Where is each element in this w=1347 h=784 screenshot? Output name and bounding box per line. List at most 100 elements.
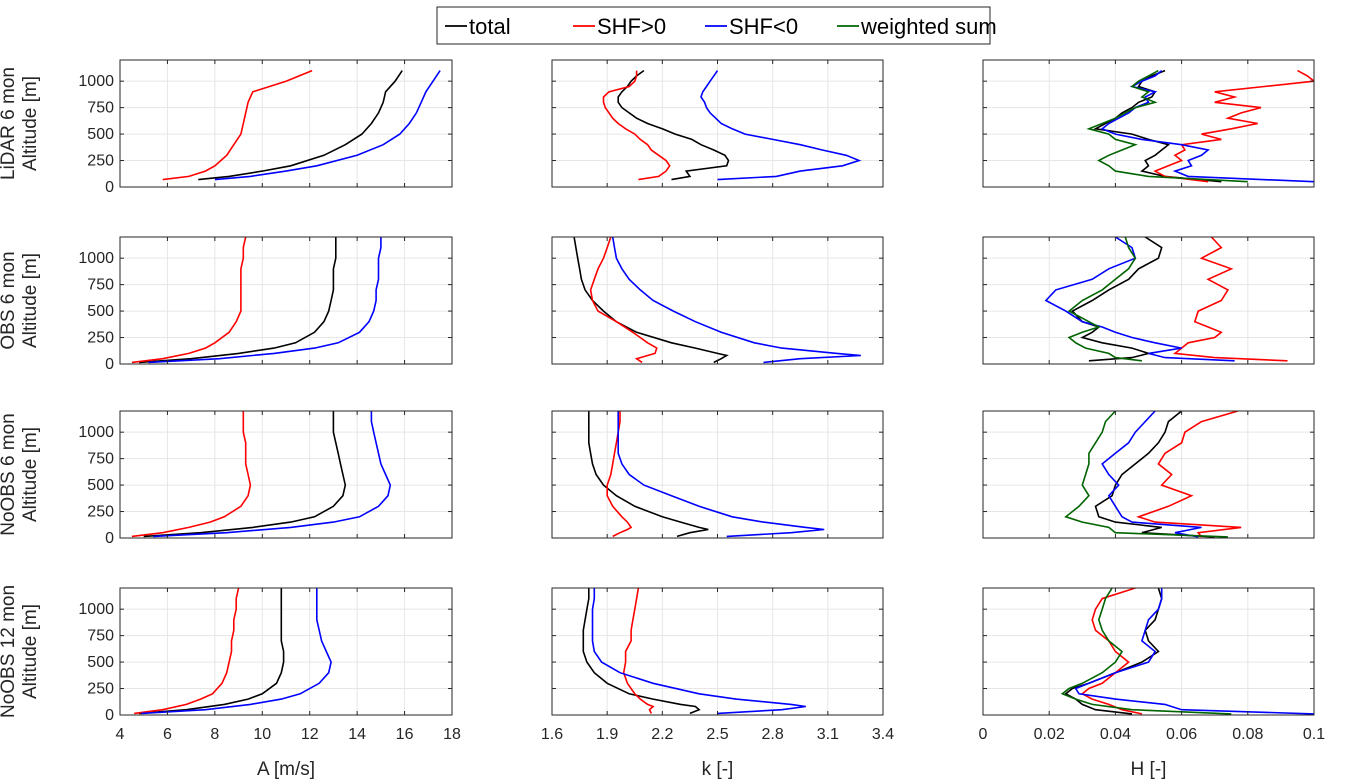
- series-line-shf-0: [148, 237, 382, 364]
- legend-label: weighted sum: [860, 14, 997, 39]
- panel-noobs-6-mon-a-m-s: 0 250 500 750 1000: [78, 410, 453, 547]
- panel-lidar-6-mon-k: [551, 59, 884, 188]
- series-line-total: [1094, 411, 1215, 538]
- x-tick-label: 0.06: [1166, 726, 1197, 743]
- panel-lidar-6-mon-a-m-s: 0 250 500 750 1000: [78, 59, 453, 196]
- x-tick-label: 1.6: [541, 726, 563, 743]
- y-axis-label: Altitude [m]: [20, 427, 41, 522]
- axes-frame: [119, 410, 453, 539]
- axes-frame: [119, 587, 453, 716]
- legend-label: total: [469, 14, 511, 39]
- series-line-weighted-sum: [1060, 588, 1232, 715]
- x-tick-label: 6: [163, 726, 172, 743]
- series-line-shf-0: [591, 588, 806, 715]
- x-tick-label: 2.2: [651, 726, 673, 743]
- legend-entry-shf-0: SHF<0: [705, 14, 798, 39]
- panel-obs-6-mon-k: [551, 236, 884, 365]
- series-line-shf-0: [131, 411, 252, 538]
- y-tick-label: 750: [87, 100, 114, 117]
- series-line-shf-0: [1172, 237, 1288, 362]
- row-label-lidar-6-mon: LiDAR 6 mon: [0, 67, 19, 180]
- series-line-shf-0: [1100, 69, 1314, 183]
- series-line-weighted-sum: [1086, 69, 1248, 183]
- panel-noobs-6-mon-h: [982, 410, 1315, 539]
- x-tick-label: 0.1: [1303, 726, 1325, 743]
- x-axis-label-k: k [-]: [702, 759, 734, 780]
- series-line-shf-0: [602, 70, 671, 181]
- series-line-total: [573, 237, 729, 364]
- legend-entry-weighted-sum: weighted sum: [837, 14, 997, 39]
- legend-entry-shf-0: SHF>0: [573, 14, 666, 39]
- x-axis-label-h: H [-]: [1131, 759, 1167, 780]
- y-tick-label: 500: [87, 126, 114, 143]
- x-tick-label: 2.8: [762, 726, 784, 743]
- x-tick-label: 14: [348, 726, 366, 743]
- y-tick-label: 250: [87, 330, 114, 347]
- x-tick-label: 3.4: [872, 726, 894, 743]
- legend: total SHF>0 SHF<0 weighted sum: [436, 6, 997, 45]
- series-line-shf-0: [162, 69, 313, 181]
- axes-frame: [982, 59, 1315, 188]
- series-line-shf-0: [611, 237, 861, 364]
- series-line-total: [617, 69, 730, 181]
- y-tick-label: 1000: [78, 601, 114, 618]
- series-line-total: [1064, 588, 1163, 715]
- series-line-shf-0: [617, 411, 825, 538]
- series-line-total: [138, 588, 285, 715]
- series-line-shf-0: [214, 70, 441, 181]
- x-tick-label: 8: [210, 726, 219, 743]
- series-line-shf-0: [1136, 411, 1242, 538]
- legend-label: SHF>0: [597, 14, 666, 39]
- panel-noobs-12-mon-k: 1.6 1.9 2.2 2.5 2.8 3.1 3.4: [541, 587, 894, 743]
- series-line-weighted-sum: [1064, 411, 1228, 538]
- series-line-total: [582, 588, 701, 715]
- y-axis-label: Altitude [m]: [20, 76, 41, 171]
- axes-frame: [982, 410, 1315, 539]
- y-tick-label: 750: [87, 451, 114, 468]
- series-line-shf-0: [606, 411, 633, 538]
- series-line-shf-0: [134, 588, 240, 715]
- panel-noobs-6-mon-k: [551, 410, 884, 539]
- y-axis-label: Altitude [m]: [20, 604, 41, 699]
- x-tick-label: 0.08: [1232, 726, 1263, 743]
- y-tick-label: 500: [87, 303, 114, 320]
- x-tick-label: 18: [443, 726, 461, 743]
- x-tick-label: 1.9: [596, 726, 618, 743]
- series-line-total: [138, 237, 337, 364]
- y-tick-label: 250: [87, 504, 114, 521]
- y-tick-label: 1000: [78, 424, 114, 441]
- x-tick-label: 4: [116, 726, 125, 743]
- axes-frame: [982, 236, 1315, 365]
- x-tick-label: 16: [396, 726, 414, 743]
- axes-frame: [119, 236, 453, 365]
- y-tick-label: 750: [87, 628, 114, 645]
- y-tick-label: 500: [87, 477, 114, 494]
- y-tick-label: 250: [87, 681, 114, 698]
- series-line-shf-0: [1074, 588, 1314, 715]
- x-tick-label: 0: [979, 726, 988, 743]
- series-line-shf-0: [1080, 588, 1143, 715]
- series-line-total: [198, 70, 403, 181]
- series-line-total: [143, 411, 347, 538]
- x-tick-label: 0.04: [1100, 726, 1131, 743]
- axes-frame: [982, 587, 1315, 716]
- series-line-shf-0: [141, 588, 332, 715]
- y-tick-label: 750: [87, 277, 114, 294]
- x-tick-label: 10: [253, 726, 271, 743]
- series-line-shf-0: [131, 237, 247, 364]
- panel-noobs-12-mon-h: 0 0.02 0.04 0.06 0.08 0.1: [979, 587, 1325, 743]
- series-line-shf-0: [589, 237, 658, 364]
- series-line-shf-0: [1153, 69, 1314, 183]
- y-tick-label: 0: [105, 356, 114, 373]
- panel-noobs-12-mon-a-m-s: 0 250 500 750 1000 4 6 8 10 12 14 16 18: [78, 587, 461, 743]
- y-tick-label: 500: [87, 654, 114, 671]
- x-tick-label: 3.1: [817, 726, 839, 743]
- panel-obs-6-mon-a-m-s: 0 250 500 750 1000: [78, 236, 453, 373]
- series-line-total: [587, 411, 709, 538]
- y-tick-label: 1000: [78, 250, 114, 267]
- row-label-obs-6-mon: OBS 6 mon: [0, 251, 19, 349]
- y-tick-label: 0: [105, 707, 114, 724]
- y-axis-label: Altitude [m]: [20, 253, 41, 348]
- panel-lidar-6-mon-h: [982, 59, 1315, 188]
